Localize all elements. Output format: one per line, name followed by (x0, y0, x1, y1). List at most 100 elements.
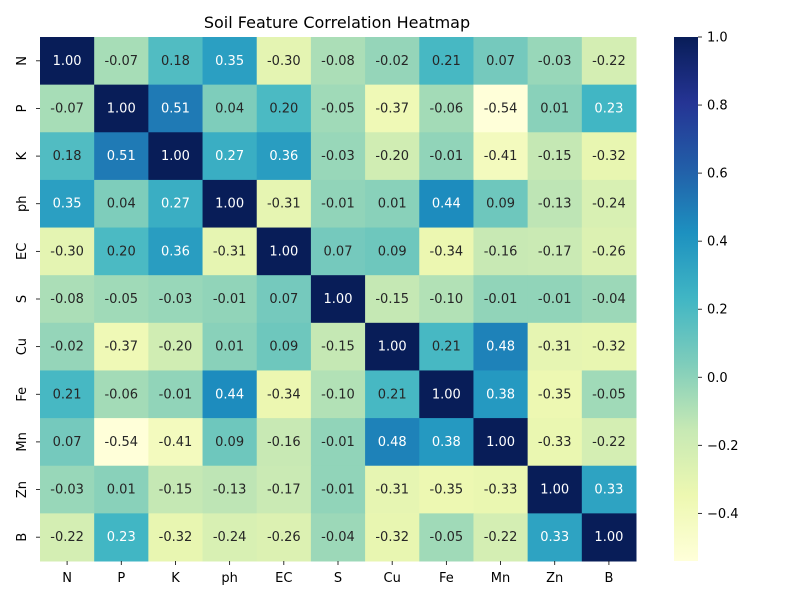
cell-value-label: 0.01 (540, 101, 569, 116)
y-tick-label: S (15, 295, 30, 303)
heatmap-cell (581, 179, 637, 229)
heatmap-cell (473, 513, 529, 562)
heatmap-cell (473, 179, 529, 229)
cell-value-label: 0.38 (432, 435, 461, 450)
cell-value-label: -0.05 (592, 387, 626, 402)
cell-value-label: -0.08 (50, 292, 84, 307)
heatmap-cell (527, 370, 583, 419)
heatmap-cell (581, 418, 637, 467)
heatmap-cell (527, 275, 583, 324)
heatmap-cell (419, 179, 474, 229)
cell-value-label: 1.00 (215, 197, 244, 212)
heatmap-cell (94, 84, 149, 133)
cell-value-label: -0.30 (267, 54, 301, 69)
cell-value-label: 0.01 (378, 197, 407, 212)
x-tick-label: EC (275, 571, 292, 586)
heatmap-cell (40, 37, 95, 86)
heatmap-cell (256, 37, 312, 86)
heatmap-cell (148, 322, 204, 371)
cell-value-label: -0.10 (430, 292, 464, 307)
cell-value-label: -0.32 (159, 530, 193, 545)
cell-value-label: -0.26 (592, 244, 626, 259)
cell-value-label: 0.20 (269, 101, 298, 116)
heatmap-cell (473, 37, 529, 86)
heatmap-cell (581, 322, 637, 371)
cell-value-label: -0.03 (50, 483, 84, 498)
cell-value-label: -0.05 (430, 530, 464, 545)
cell-value-label: -0.17 (538, 244, 572, 259)
cell-value-label: -0.04 (321, 530, 355, 545)
cell-value-label: 0.21 (432, 54, 461, 69)
heatmap-cell (40, 370, 95, 419)
cell-value-label: -0.02 (50, 340, 84, 355)
heatmap-cell (581, 132, 637, 181)
heatmap-cell (419, 513, 474, 562)
y-tick-label: B (15, 533, 30, 542)
heatmap-cell (256, 322, 312, 371)
heatmap-cell (40, 84, 95, 133)
y-tick-label: EC (15, 243, 30, 260)
colorbar-tick-label: 0.0 (707, 371, 728, 386)
cell-value-label: -0.54 (104, 435, 138, 450)
heatmap-cell (473, 275, 529, 324)
heatmap-cell (256, 179, 312, 229)
heatmap-cell (419, 132, 474, 181)
chart-title: Soil Feature Correlation Heatmap (204, 13, 470, 32)
heatmap-cell (94, 418, 149, 467)
cell-value-label: -0.13 (538, 197, 572, 212)
heatmap-cell (202, 322, 258, 371)
heatmap-cell (527, 322, 583, 371)
cell-value-label: -0.41 (484, 149, 518, 164)
cell-value-label: -0.03 (538, 54, 572, 69)
heatmap-cell (310, 513, 366, 562)
y-tick-label: Mn (15, 432, 30, 451)
y-tick-label: K (15, 151, 30, 160)
cell-value-label: -0.06 (104, 387, 138, 402)
heatmap-cell (94, 227, 149, 276)
cell-value-label: -0.01 (430, 149, 464, 164)
heatmap-cell (473, 227, 529, 276)
heatmap-cell (94, 179, 149, 229)
heatmap-cell (581, 465, 637, 514)
heatmap-cell (40, 132, 95, 181)
cell-value-label: 0.51 (161, 101, 190, 116)
cell-value-label: -0.05 (104, 292, 138, 307)
y-axis-ticks: N P Kph EC S Cu Fe Mn Zn B (15, 56, 40, 542)
colorbar-tick-label: 0.4 (707, 235, 728, 250)
cell-value-label: -0.30 (50, 244, 84, 259)
cell-value-label: 0.23 (594, 101, 623, 116)
cell-value-label: -0.35 (538, 387, 572, 402)
cell-value-label: -0.01 (321, 435, 355, 450)
cell-value-label: 0.07 (324, 244, 353, 259)
heatmap-cell (202, 227, 258, 276)
cell-value-label: 1.00 (161, 149, 190, 164)
heatmap-cell (94, 465, 149, 514)
cell-value-label: 1.00 (269, 244, 298, 259)
cell-value-label: -0.02 (375, 54, 409, 69)
heatmap-cell (365, 275, 420, 324)
cell-value-label: 0.01 (215, 340, 244, 355)
heatmap-cell (148, 370, 204, 419)
heatmap-cell (94, 132, 149, 181)
heatmap-cell (581, 513, 637, 562)
cell-value-label: -0.32 (375, 530, 409, 545)
cell-value-label: 0.09 (486, 197, 515, 212)
cell-value-label: 0.21 (53, 387, 82, 402)
heatmap-cell (256, 370, 312, 419)
y-tick-label: N (15, 56, 30, 66)
x-tick-label: Fe (439, 571, 454, 586)
cell-value-label: 0.44 (432, 197, 461, 212)
cell-value-label: 1.00 (432, 387, 461, 402)
cell-value-label: 0.27 (215, 149, 244, 164)
cell-value-label: -0.15 (538, 149, 572, 164)
heatmap-cell (365, 37, 420, 86)
x-tick-label: N (62, 571, 72, 586)
colorbar-tick-label: 1.0 (707, 31, 728, 46)
cell-value-label: -0.01 (538, 292, 572, 307)
cell-value-label: -0.34 (267, 387, 301, 402)
cell-value-label: -0.31 (213, 244, 247, 259)
heatmap-cell (310, 227, 366, 276)
cell-value-label: 0.07 (486, 54, 515, 69)
cell-value-label: -0.15 (159, 483, 193, 498)
heatmap-cell (94, 370, 149, 419)
